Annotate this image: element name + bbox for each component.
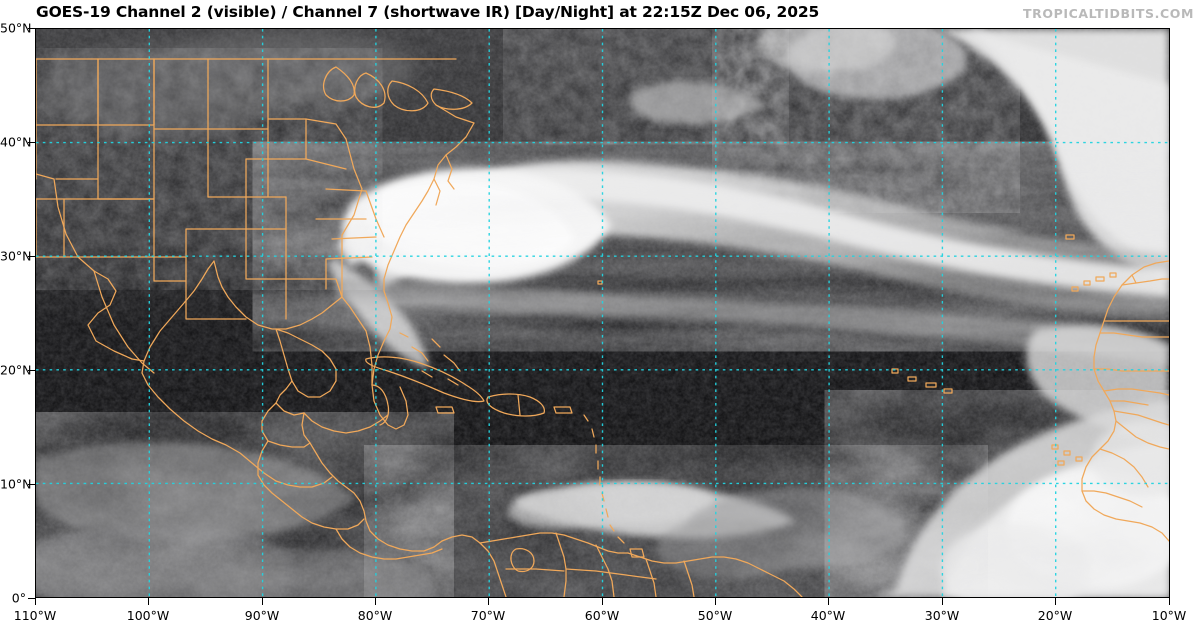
- y-tick-20: [28, 370, 35, 371]
- x-tick-80w: [375, 598, 376, 605]
- satellite-imagery: [36, 29, 1169, 597]
- x-axis-label-60w: 60°W: [584, 608, 620, 623]
- x-axis-label-20w: 20°W: [1037, 608, 1073, 623]
- x-tick-110w: [35, 598, 36, 605]
- site-watermark: TROPICALTIDBITS.COM: [1023, 6, 1194, 21]
- y-axis-label-40n: 40°N: [0, 134, 32, 150]
- x-axis-label-30w: 30°W: [924, 608, 960, 623]
- page-title: GOES-19 Channel 2 (visible) / Channel 7 …: [36, 3, 820, 21]
- x-tick-90w: [262, 598, 263, 605]
- y-axis-label-0: 0°: [11, 590, 26, 606]
- x-axis-label-80w: 80°W: [357, 608, 393, 623]
- x-tick-50w: [715, 598, 716, 605]
- x-tick-20w: [1055, 598, 1056, 605]
- x-axis-label-110w: 110°W: [13, 608, 57, 623]
- y-tick-40: [28, 142, 35, 143]
- satellite-map[interactable]: [35, 28, 1170, 598]
- y-axis-label-10n: 10°N: [0, 476, 32, 492]
- y-tick-50: [28, 28, 35, 29]
- x-axis-label-70w: 70°W: [470, 608, 506, 623]
- x-tick-100w: [148, 598, 149, 605]
- x-axis-label-90w: 90°W: [244, 608, 280, 623]
- y-axis-label-30n: 30°N: [0, 248, 32, 264]
- x-tick-70w: [488, 598, 489, 605]
- y-axis-label-20n: 20°N: [0, 362, 32, 378]
- y-tick-30: [28, 256, 35, 257]
- x-tick-60w: [602, 598, 603, 605]
- x-axis-label-40w: 40°W: [810, 608, 846, 623]
- x-axis-label-10w: 10°W: [1151, 608, 1187, 623]
- x-tick-40w: [828, 598, 829, 605]
- x-tick-30w: [942, 598, 943, 605]
- y-tick-0: [28, 598, 35, 599]
- x-axis-label-100w: 100°W: [126, 608, 170, 623]
- y-axis-label-50n: 50°N: [0, 20, 32, 36]
- title-bar: GOES-19 Channel 2 (visible) / Channel 7 …: [0, 0, 1200, 26]
- x-tick-10w: [1169, 598, 1170, 605]
- x-axis-label-50w: 50°W: [697, 608, 733, 623]
- y-tick-10: [28, 484, 35, 485]
